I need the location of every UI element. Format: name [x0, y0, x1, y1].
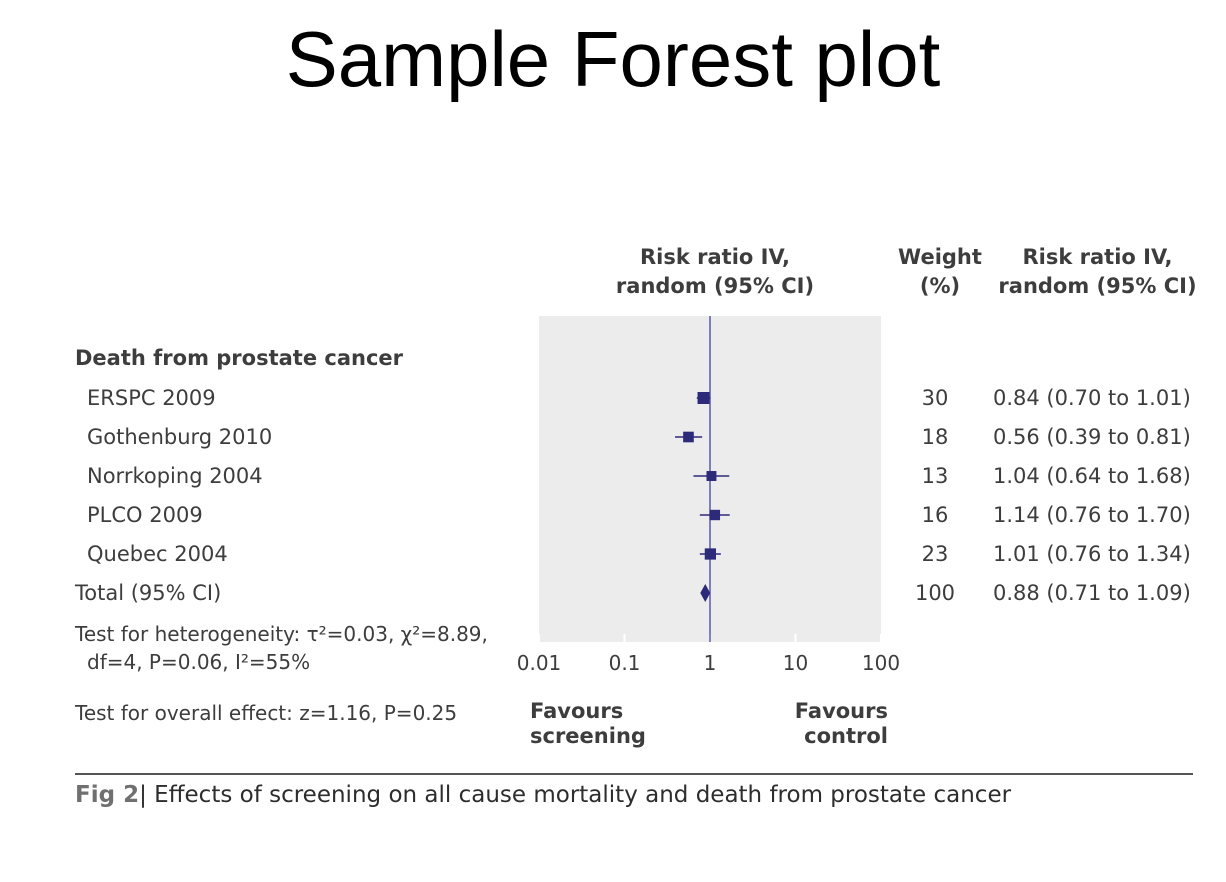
- study-ci-text: 0.56 (0.39 to 0.81): [993, 425, 1191, 449]
- heterogeneity-line1: Test for heterogeneity: τ²=0.03, χ²=8.89…: [75, 622, 488, 646]
- favours-screening-label: Favours screening: [530, 699, 646, 749]
- study-ci-text: 1.01 (0.76 to 1.34): [993, 542, 1191, 566]
- favours-left-line1: Favours: [530, 699, 624, 723]
- total-ci-text: 0.88 (0.71 to 1.09): [993, 581, 1191, 605]
- study-weight: 18: [921, 425, 949, 449]
- favours-right-line1: Favours: [794, 699, 888, 723]
- total-label: Total (95% CI): [75, 581, 222, 605]
- study-ci-text: 1.04 (0.64 to 1.68): [993, 464, 1191, 488]
- weight-header-line1: Weight: [898, 245, 982, 269]
- favours-control-label: Favours control: [790, 699, 888, 749]
- study-label: ERSPC 2009: [87, 386, 216, 410]
- study-weight: 23: [921, 542, 949, 566]
- weight-header-line2: (%): [919, 274, 961, 298]
- group-title: Death from prostate cancer: [75, 346, 403, 370]
- total-diamond: [700, 584, 711, 602]
- x-tick-label: 0.1: [609, 651, 641, 675]
- study-label: PLCO 2009: [87, 503, 203, 527]
- study-label: Quebec 2004: [87, 542, 228, 566]
- x-tick-label: 1: [704, 651, 717, 675]
- study-label: Norrkoping 2004: [87, 464, 263, 488]
- ci-header-line2: random (95% CI): [998, 274, 1197, 298]
- plot-header-line1: Risk ratio IV,: [640, 245, 790, 269]
- caption-text: | Effects of screening on all cause mort…: [139, 782, 1012, 808]
- study-marker: [697, 392, 710, 404]
- plot-header-line2: random (95% CI): [615, 274, 815, 298]
- ci-header-line1: Risk ratio IV,: [1022, 245, 1173, 269]
- figure-caption: Fig 2| Effects of screening on all cause…: [75, 782, 1011, 808]
- study-weight: 30: [921, 386, 949, 410]
- study-marker: [709, 509, 721, 521]
- ci-column-header: Risk ratio IV, random (95% CI): [990, 243, 1205, 301]
- study-label: Gothenburg 2010: [87, 425, 273, 449]
- figure-number: Fig 2: [75, 782, 140, 808]
- plot-column-header: Risk ratio IV, random (95% CI): [600, 243, 830, 301]
- favours-left-line2: screening: [530, 724, 646, 748]
- x-tick-label: 10: [783, 651, 808, 675]
- overall-effect: Test for overall effect: z=1.16, P=0.25: [75, 701, 458, 725]
- heterogeneity-line2: df=4, P=0.06, I²=55%: [87, 650, 311, 674]
- study-ci-text: 0.84 (0.70 to 1.01): [993, 386, 1191, 410]
- study-marker: [706, 471, 717, 481]
- x-tick-label: 100: [862, 651, 900, 675]
- study-weight: 13: [921, 464, 949, 488]
- study-marker: [683, 431, 694, 443]
- favours-right-line2: control: [804, 724, 888, 748]
- total-weight: 100: [914, 581, 956, 605]
- slide-title: Sample Forest plot: [285, 15, 941, 103]
- weight-column-header: Weight (%): [890, 243, 990, 301]
- study-marker: [704, 548, 716, 560]
- study-ci-text: 1.14 (0.76 to 1.70): [993, 503, 1191, 527]
- x-tick-label: 0.01: [517, 651, 562, 675]
- caption-rule: [75, 773, 1193, 775]
- study-weight: 16: [921, 503, 949, 527]
